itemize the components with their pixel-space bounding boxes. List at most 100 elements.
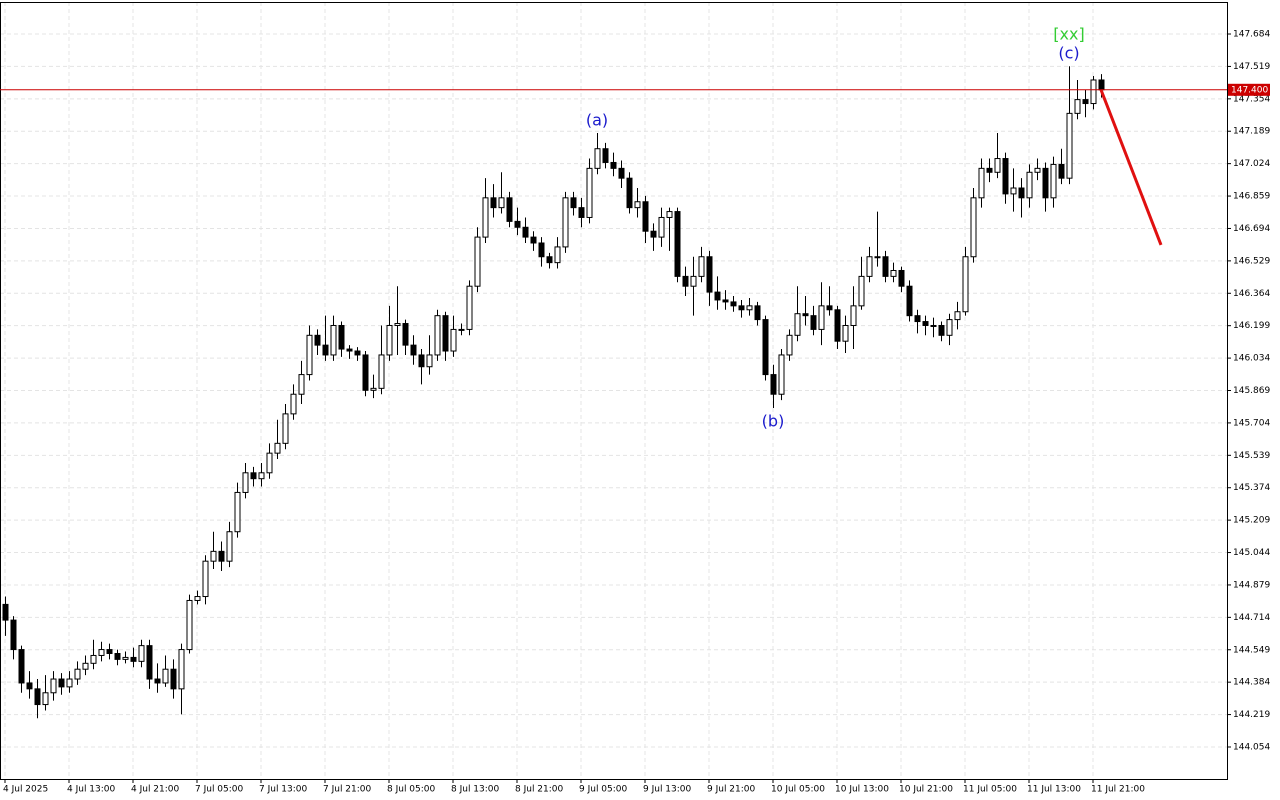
candle-body <box>994 158 1001 173</box>
candle-body <box>266 452 273 474</box>
candle-body <box>594 148 601 169</box>
candle-body <box>410 344 417 356</box>
candle-body <box>890 269 897 277</box>
candle-body <box>570 197 577 209</box>
candle-body <box>722 299 729 303</box>
candle-body <box>202 560 209 598</box>
x-tick-label: 9 Jul 21:00 <box>707 785 756 795</box>
candle-body <box>970 197 977 258</box>
candle-body <box>434 315 441 356</box>
x-tick-label: 8 Jul 21:00 <box>515 785 564 795</box>
y-tick-label: 147.024 <box>1233 159 1270 169</box>
wave-label: (a) <box>586 111 608 130</box>
candle-body <box>234 491 241 533</box>
candle-body <box>906 285 913 317</box>
x-tick-label: 4 Jul 21:00 <box>131 785 180 795</box>
candle-body <box>162 668 169 684</box>
y-tick-label: 146.694 <box>1233 224 1270 234</box>
candle-body <box>1026 171 1033 199</box>
candle-body <box>1098 79 1105 91</box>
plot-frame <box>0 2 1228 780</box>
wave-label: [xx] <box>1053 25 1084 44</box>
candle-body <box>386 324 393 356</box>
candle-body <box>1018 187 1025 199</box>
candle-body <box>18 649 25 684</box>
x-tick-label: 4 Jul 2025 <box>3 785 48 795</box>
candle-body <box>154 678 161 684</box>
x-tick-label: 9 Jul 05:00 <box>579 785 628 795</box>
candle-body <box>218 550 225 562</box>
x-tick-label: 10 Jul 21:00 <box>899 785 953 795</box>
candle-body <box>546 256 553 264</box>
price-label-box <box>1228 83 1270 96</box>
candle-body <box>666 211 673 218</box>
candle-body <box>842 324 849 342</box>
candle-body <box>650 230 657 238</box>
candle-body <box>818 305 825 330</box>
candle-body <box>562 197 569 248</box>
y-tick-label: 146.034 <box>1233 354 1270 364</box>
x-tick-label: 7 Jul 13:00 <box>259 785 308 795</box>
candle-body <box>226 531 233 562</box>
candle-body <box>258 472 265 480</box>
candle-body <box>354 350 361 356</box>
y-tick-label: 145.374 <box>1233 483 1270 493</box>
candle-body <box>1082 99 1089 105</box>
candle-body <box>298 374 305 395</box>
candle-body <box>338 324 345 350</box>
candle-body <box>58 678 65 688</box>
candle-body <box>130 656 137 662</box>
candle-body <box>786 334 793 356</box>
candle-body <box>738 305 745 311</box>
candle-body <box>50 678 57 694</box>
candle-body <box>602 148 609 163</box>
candle-body <box>498 197 505 209</box>
candle-body <box>426 354 433 368</box>
candle-body <box>1050 163 1057 199</box>
y-tick-label: 144.549 <box>1233 645 1270 655</box>
candle-body <box>482 197 489 238</box>
candle-body <box>458 328 465 331</box>
candle-body <box>858 275 865 307</box>
candle-body <box>850 305 857 326</box>
wave-label: (b) <box>762 411 785 430</box>
candle-body <box>98 649 105 656</box>
candle-body <box>2 603 9 621</box>
x-tick-label: 8 Jul 05:00 <box>387 785 436 795</box>
candle-body <box>626 177 633 209</box>
candle-body <box>490 197 497 209</box>
candle-body <box>74 668 81 680</box>
candle-body <box>10 619 17 651</box>
y-tick-label: 147.189 <box>1233 127 1270 137</box>
candle-body <box>402 323 409 346</box>
candle-body <box>306 334 313 376</box>
candle-body <box>322 344 329 356</box>
y-tick-label: 144.384 <box>1233 678 1270 688</box>
candle-body <box>442 315 449 352</box>
candle-body <box>466 285 473 330</box>
candle-body <box>754 305 761 321</box>
candle-body <box>82 662 89 670</box>
candle-body <box>586 167 593 218</box>
wave-label: (c) <box>1058 44 1079 63</box>
candle-body <box>530 236 537 244</box>
candle-body <box>802 313 809 317</box>
candle-body <box>714 291 721 301</box>
y-tick-label: 147.519 <box>1233 62 1270 72</box>
candle-body <box>834 309 841 342</box>
x-tick-label: 8 Jul 13:00 <box>451 785 500 795</box>
candle-body <box>474 236 481 287</box>
candle-body <box>186 599 193 651</box>
y-tick-label: 144.219 <box>1233 710 1270 720</box>
x-tick-label: 7 Jul 05:00 <box>195 785 244 795</box>
candle-body <box>810 315 817 330</box>
y-tick-label: 146.529 <box>1233 256 1270 266</box>
candle-body <box>314 334 321 346</box>
y-tick-label: 147.684 <box>1233 30 1270 40</box>
candle-body <box>138 645 145 662</box>
candle-body <box>378 354 385 389</box>
candle-body <box>538 242 545 258</box>
candle-body <box>770 374 777 395</box>
candle-body <box>642 201 649 232</box>
